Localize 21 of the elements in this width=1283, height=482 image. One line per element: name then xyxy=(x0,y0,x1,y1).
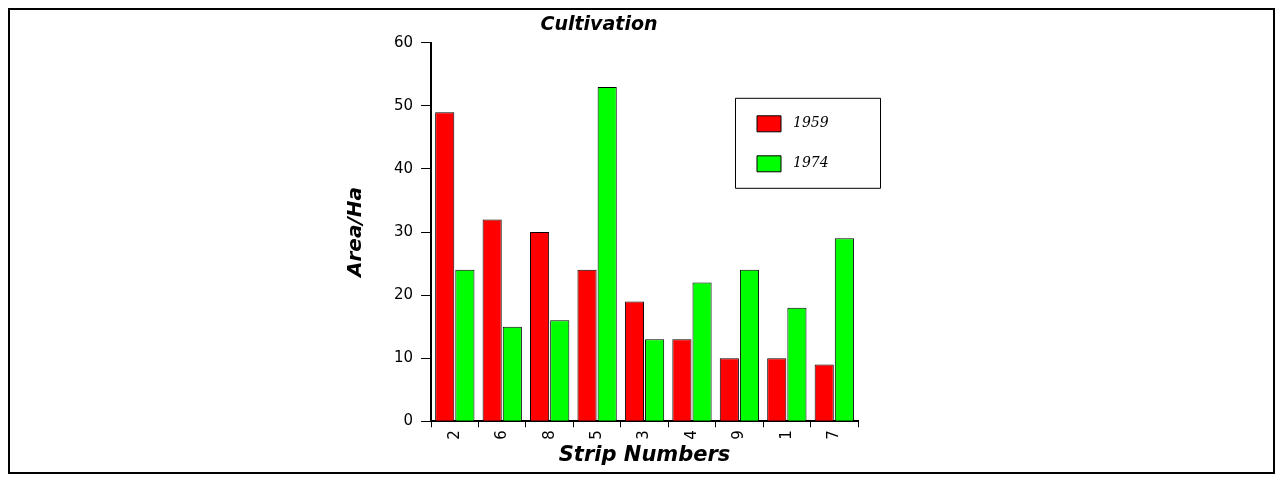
y-tick-label: 20 xyxy=(393,284,414,303)
x-tick-label: 2 xyxy=(444,430,463,440)
y-tick-label: 40 xyxy=(393,158,414,177)
x-tick-label: 5 xyxy=(587,430,605,440)
x-tick-label: 6 xyxy=(492,430,511,440)
chart-title: Cultivation xyxy=(540,12,658,35)
x-tick-label: 1 xyxy=(776,430,795,440)
x-tick-label: 3 xyxy=(634,430,653,440)
y-tick-label: 50 xyxy=(393,95,414,114)
y-tick-label: 30 xyxy=(393,221,414,240)
y-tick-label: 0 xyxy=(403,411,414,430)
x-axis-title: Strip Numbers xyxy=(558,441,731,466)
y-tick-label: 60 xyxy=(393,32,414,51)
x-tick-label: 8 xyxy=(539,430,558,440)
y-tick-label: 10 xyxy=(393,348,414,367)
x-tick-label: 9 xyxy=(729,430,748,440)
x-tick-label: 4 xyxy=(681,430,700,440)
x-tick-label: 7 xyxy=(824,430,843,440)
y-axis-title: Area/Ha xyxy=(342,187,367,279)
legend-label: 1974 xyxy=(793,154,829,171)
legend-label: 1959 xyxy=(793,114,829,131)
